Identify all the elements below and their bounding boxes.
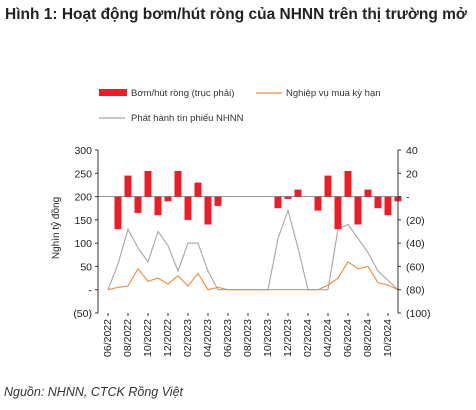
right-tick-label: - bbox=[406, 192, 410, 204]
chart: Bơm/hút ròng (trục phải) Nghiệp vụ mua kỳ… bbox=[50, 88, 431, 357]
axes: 300 250 200 150 100 50 - (50) 40 20 - (20) (40) (60) (… bbox=[73, 145, 430, 357]
net-bar bbox=[324, 175, 332, 197]
net-bar bbox=[314, 196, 322, 211]
x-tick-label: 08/2023 bbox=[242, 319, 254, 357]
left-tick-label: 100 bbox=[74, 238, 92, 250]
x-tick-label: 08/2024 bbox=[362, 319, 374, 357]
net-bar bbox=[384, 196, 392, 216]
left-tick-label: 50 bbox=[80, 261, 92, 273]
legend-label-net: Bơm/hút ròng (trục phải) bbox=[131, 88, 234, 99]
net-bar bbox=[334, 196, 342, 230]
x-tick-label: 04/2023 bbox=[202, 319, 214, 357]
x-tick-label: 02/2024 bbox=[302, 319, 314, 357]
net-bar bbox=[344, 171, 352, 197]
net-bar bbox=[174, 171, 182, 197]
left-tick-label: (50) bbox=[73, 308, 92, 320]
legend: Bơm/hút ròng (trục phải) Nghiệp vụ mua kỳ… bbox=[99, 88, 381, 124]
x-tick-label: 04/2024 bbox=[322, 319, 334, 357]
x-tick-label: 10/2024 bbox=[382, 319, 394, 357]
left-tick-label: 200 bbox=[74, 192, 92, 204]
net-bar bbox=[274, 196, 282, 209]
x-tick-label: 10/2022 bbox=[142, 319, 154, 357]
series-omo bbox=[107, 261, 399, 291]
net-bar bbox=[364, 189, 372, 197]
x-tick-label: 06/2022 bbox=[102, 319, 114, 357]
net-bar bbox=[194, 182, 202, 197]
x-tick-label: 10/2023 bbox=[262, 319, 274, 357]
left-tick-label: 150 bbox=[74, 215, 92, 227]
x-tick-label: 06/2023 bbox=[222, 319, 234, 357]
right-tick-label: 40 bbox=[406, 145, 418, 157]
x-tick-label: 12/2022 bbox=[162, 319, 174, 357]
net-bar bbox=[154, 196, 162, 216]
legend-label-bills: Phát hành tín phiếu NHNN bbox=[131, 113, 244, 124]
series-net bbox=[114, 171, 402, 230]
net-bar bbox=[184, 196, 192, 220]
net-bar bbox=[354, 196, 362, 225]
net-bar bbox=[284, 196, 292, 199]
net-bar bbox=[294, 189, 302, 197]
right-tick-label: (20) bbox=[406, 215, 425, 227]
omo-line bbox=[107, 261, 399, 291]
x-tick-label: 02/2023 bbox=[182, 319, 194, 357]
x-tick-label: 08/2022 bbox=[122, 319, 134, 357]
left-tick-label: 250 bbox=[74, 168, 92, 180]
net-bar bbox=[214, 196, 222, 206]
net-bar bbox=[124, 175, 132, 197]
right-tick-label: 20 bbox=[406, 168, 418, 180]
net-bar bbox=[144, 171, 152, 197]
net-bar bbox=[204, 196, 212, 225]
net-bar bbox=[114, 196, 122, 230]
figure-title: Hình 1: Hoạt động bơm/hút ròng của NHNN … bbox=[5, 6, 467, 23]
x-tick-label: 06/2024 bbox=[342, 319, 354, 357]
right-tick-label: (40) bbox=[406, 238, 425, 250]
legend-label-omo: Nghiệp vụ mua kỳ hạn bbox=[286, 88, 381, 99]
net-bar bbox=[164, 196, 172, 202]
net-bar bbox=[374, 196, 382, 209]
left-tick-label: - bbox=[89, 285, 93, 297]
x-tick-label: 12/2023 bbox=[282, 319, 294, 357]
right-tick-label: (80) bbox=[406, 285, 425, 297]
right-tick-label: (100) bbox=[406, 308, 431, 320]
net-bar bbox=[134, 196, 142, 213]
left-tick-label: 300 bbox=[74, 145, 92, 157]
source-note: Nguồn: NHNN, CTCK Rồng Việt bbox=[4, 385, 184, 399]
legend-swatch-net bbox=[99, 89, 127, 96]
y-axis-label: Nghìn tỷ đồng bbox=[50, 197, 62, 259]
right-tick-label: (60) bbox=[406, 261, 425, 273]
